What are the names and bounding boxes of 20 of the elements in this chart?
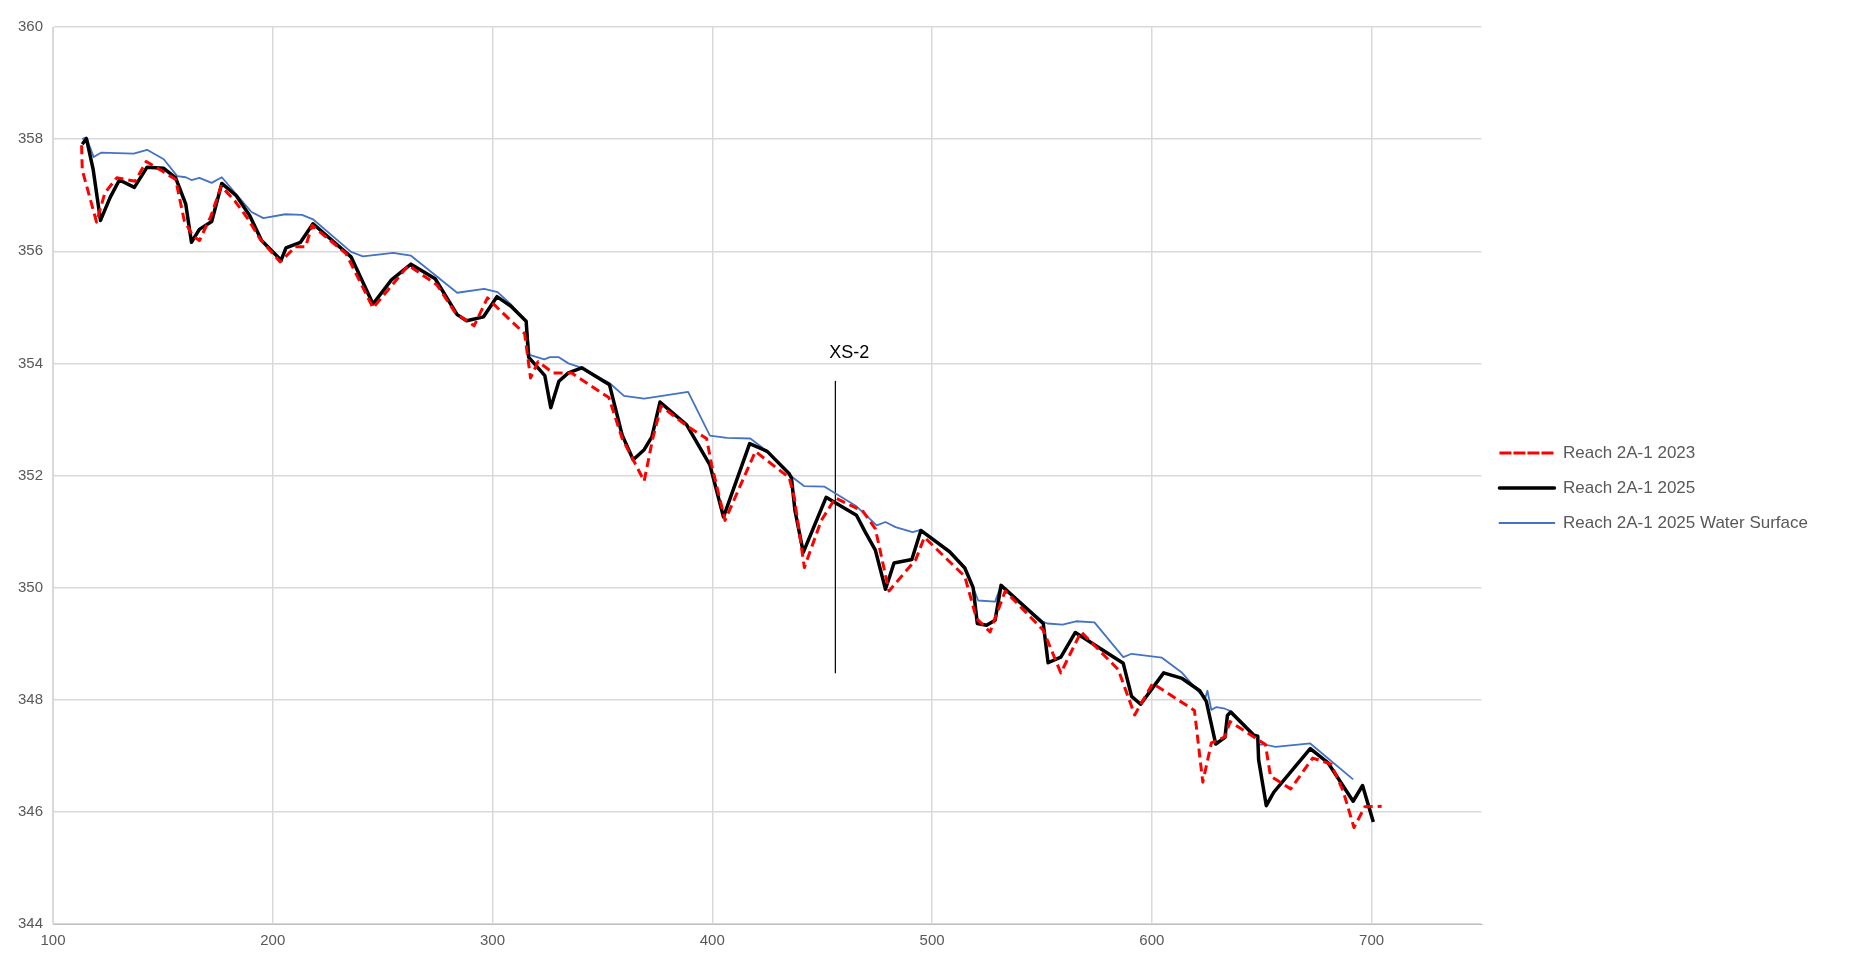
x-tick-label: 600 <box>1139 931 1165 949</box>
x-tick-label: 500 <box>919 931 945 949</box>
annotation: XS-2 <box>829 342 870 363</box>
y-tick-label: 352 <box>18 465 44 483</box>
y-tick-label: 344 <box>18 914 44 932</box>
legend-label: Reach 2A-1 2025 Water Surface <box>1562 512 1809 532</box>
legend-label: Reach 2A-1 2023 <box>1562 442 1696 462</box>
x-tick-label: 700 <box>1359 931 1385 949</box>
y-tick-label: 356 <box>18 241 44 259</box>
y-tick-label: 348 <box>18 689 44 707</box>
x-tick-label: 100 <box>40 931 66 949</box>
y-tick-label: 360 <box>18 17 44 35</box>
y-tick-label: 350 <box>18 577 44 595</box>
legend-label: Reach 2A-1 2025 <box>1562 477 1696 497</box>
x-tick-label: 200 <box>260 931 286 949</box>
x-tick-label: 400 <box>699 931 725 949</box>
y-tick-label: 354 <box>18 353 44 371</box>
y-tick-label: 358 <box>18 129 44 147</box>
x-tick-label: 300 <box>480 931 506 949</box>
y-tick-label: 346 <box>18 802 44 820</box>
